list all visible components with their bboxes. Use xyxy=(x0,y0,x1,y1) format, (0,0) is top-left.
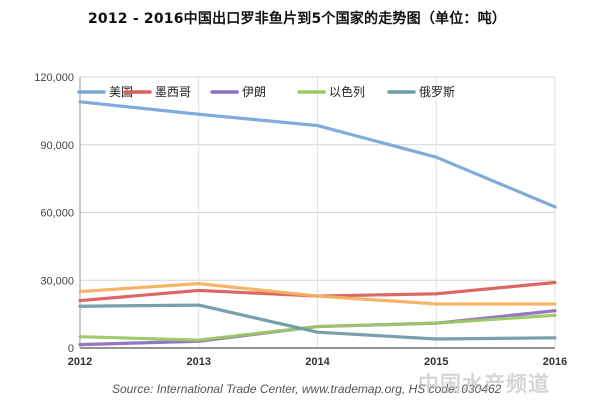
series-line-4 xyxy=(78,303,557,341)
series-line-5 xyxy=(78,282,557,306)
x-tick-label: 2016 xyxy=(543,356,567,368)
legend-label: 墨西哥 xyxy=(155,85,191,99)
x-tick-label: 2014 xyxy=(305,356,330,368)
watermark: 中国水产频道 xyxy=(418,372,550,396)
source-note: Source: International Trade Center, www.… xyxy=(112,382,502,396)
y-tick-label: 0 xyxy=(68,343,74,355)
legend-label: 俄罗斯 xyxy=(419,85,455,99)
legend-label: 美国 xyxy=(109,85,133,99)
x-tick-label: 2013 xyxy=(187,356,211,368)
y-tick-label: 30,000 xyxy=(40,275,74,287)
y-tick-label: 60,000 xyxy=(40,208,74,220)
chart-title: 2012 - 2016中国出口罗非鱼片到5个国家的走势图（单位：吨） xyxy=(87,11,507,27)
series-line-0 xyxy=(78,100,557,209)
legend-label: 伊朗 xyxy=(242,85,266,99)
y-tick-label: 120,000 xyxy=(34,72,74,84)
series-line-3 xyxy=(78,313,557,342)
legend-label: 以色列 xyxy=(329,85,365,99)
y-tick-label: 90,000 xyxy=(40,140,74,152)
x-tick-label: 2012 xyxy=(68,356,92,368)
x-tick-label: 2015 xyxy=(424,356,448,368)
